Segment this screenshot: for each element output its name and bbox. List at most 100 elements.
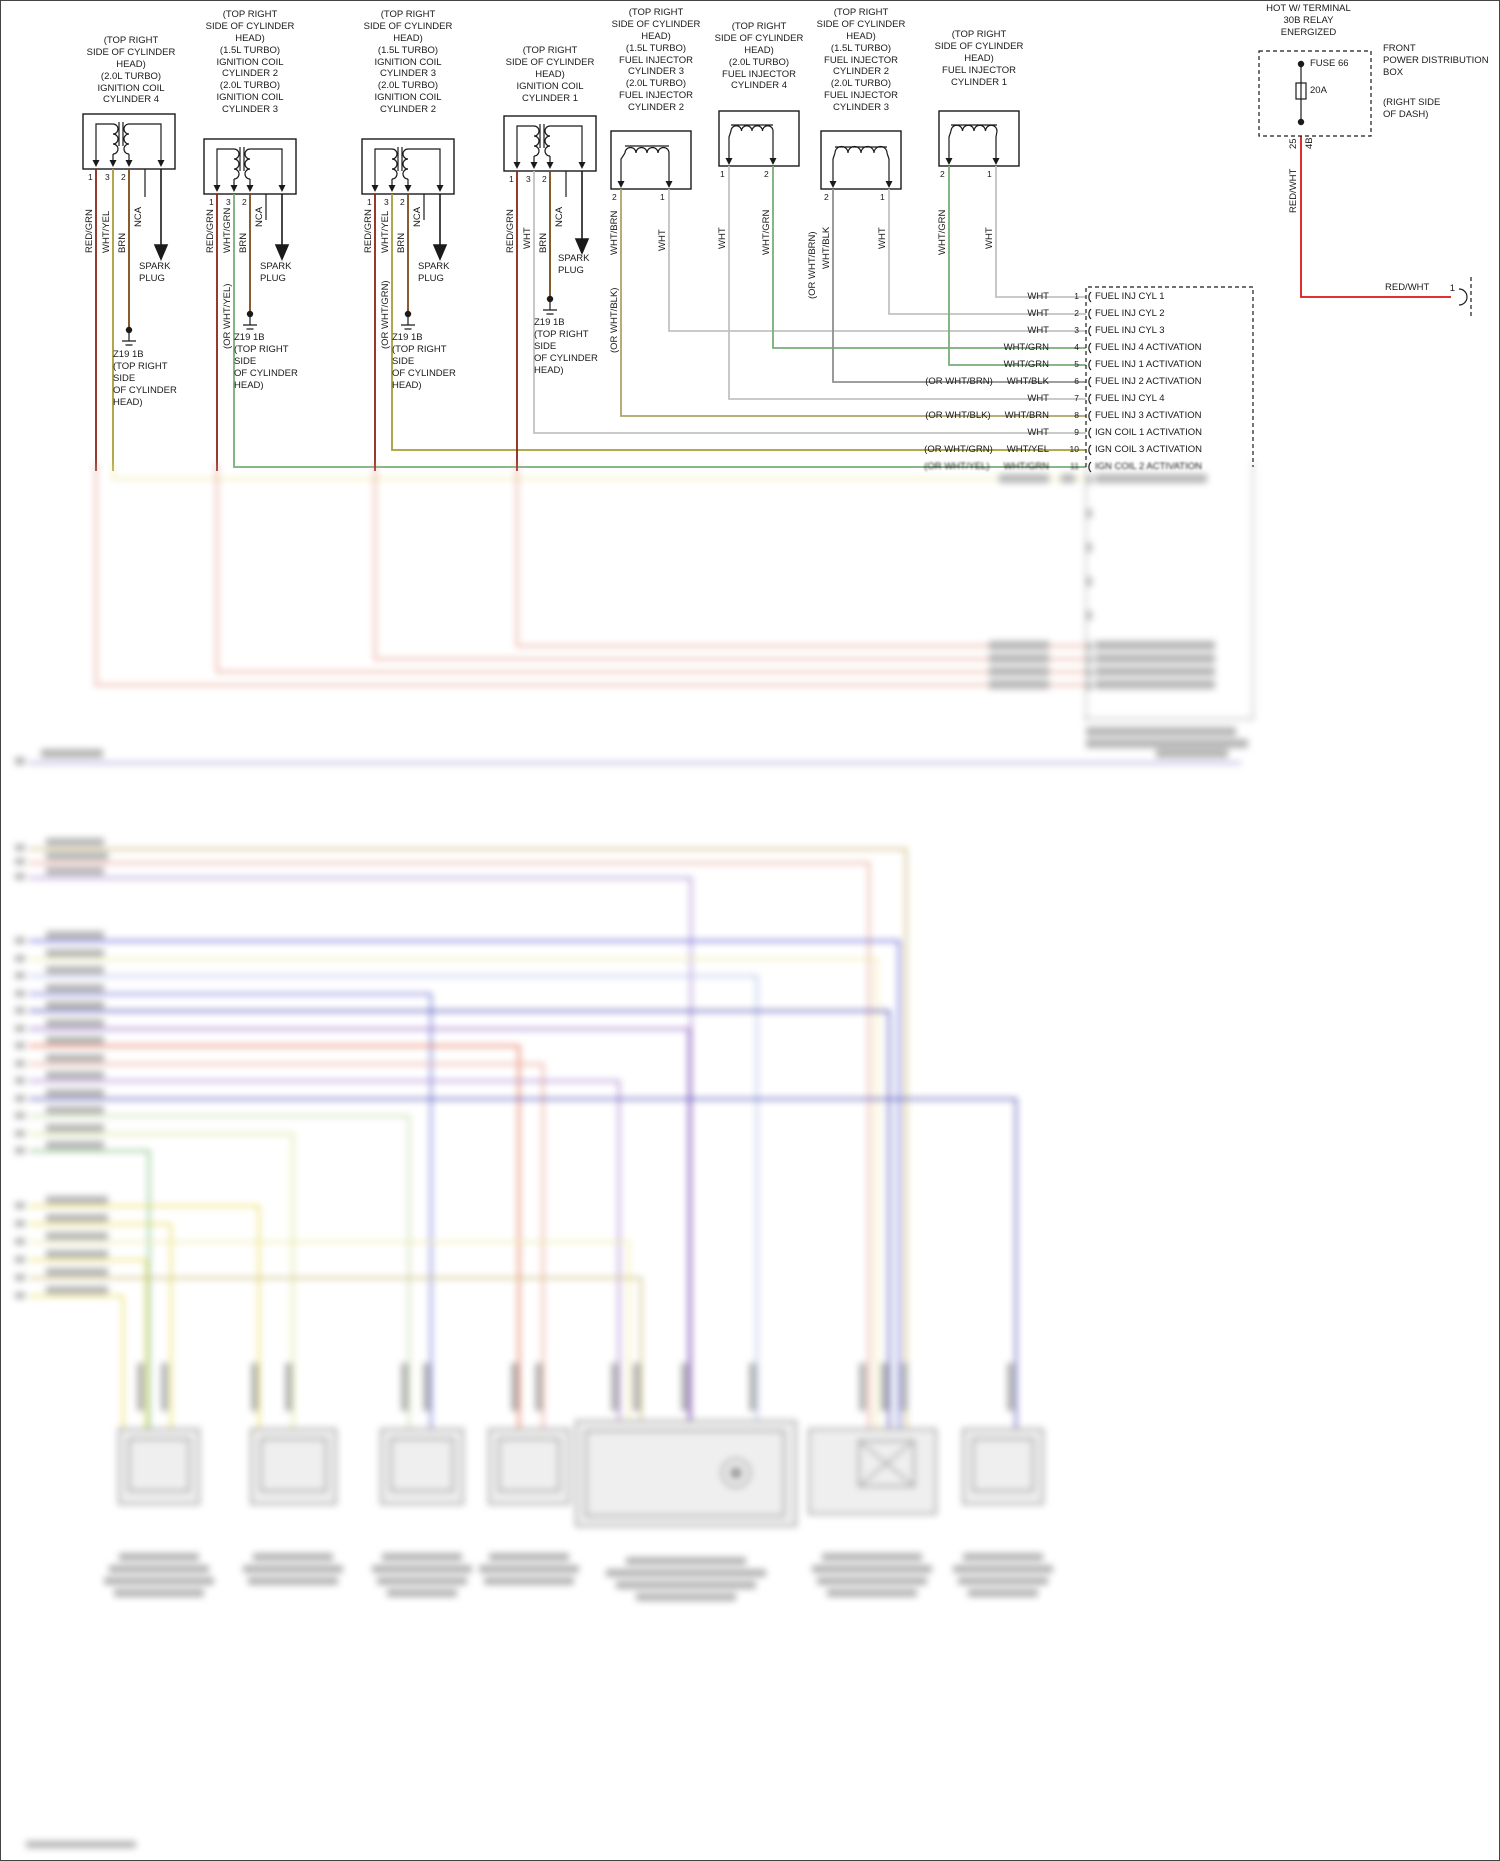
row-label: FUEL INJ 3 ACTIVATION: [1095, 410, 1202, 421]
wire-alt-label: (OR WHT/BRN): [807, 231, 818, 299]
wire-label: WHT: [657, 229, 668, 251]
wire-wht-brn-inj32: [620, 189, 1086, 417]
row-label: FUEL INJ 4 ACTIVATION: [1095, 342, 1202, 353]
wire-wht-inj1: [995, 166, 1086, 298]
wire-label: BRN: [396, 232, 407, 253]
component-header: (TOP RIGHT SIDE OF CYLINDER HEAD) (1.5L …: [611, 7, 701, 113]
row-pin: 11: [1070, 461, 1079, 471]
pin-label: 2: [940, 169, 945, 179]
wire-label: WHT: [522, 227, 533, 249]
pin-label: 1: [367, 197, 372, 207]
pin-label: 3: [226, 197, 231, 207]
wire-wht-inj32: [668, 189, 1086, 332]
row-wire-label: WHT: [1027, 325, 1049, 336]
component-header: (TOP RIGHT SIDE OF CYLINDER HEAD) (1.5L …: [205, 9, 295, 115]
row-wire-label: WHT: [1027, 427, 1049, 438]
wire-label: BRN: [238, 232, 249, 253]
wire-wht-grn-inj1: [948, 166, 1086, 366]
fuel-injector-4-symbol: [718, 110, 800, 167]
power-out-pin: 1: [1449, 283, 1455, 294]
pin-label: 1: [509, 174, 514, 184]
row-wire-label: (OR WHT/YEL) WHT/GRN: [924, 461, 1049, 472]
row-wire-label: (OR WHT/BLK) WHT/BRN: [925, 410, 1049, 421]
wire-label: NCA: [554, 206, 565, 227]
wire-label: WHT/GRN: [222, 207, 233, 253]
row-label: IGN COIL 3 ACTIVATION: [1095, 444, 1202, 455]
row-label: FUEL INJ CYL 1: [1095, 291, 1165, 302]
wire-wht-grn-coil23: [233, 194, 1086, 468]
wire-wht-grn-inj4: [772, 166, 1086, 349]
ground-label: Z19 1B (TOP RIGHT SIDE OF CYLINDER HEAD): [392, 332, 456, 391]
pin-label: 3: [105, 172, 110, 182]
component-header: (TOP RIGHT SIDE OF CYLINDER HEAD) (2.0L …: [86, 35, 176, 106]
wire-label: RED/GRN: [363, 209, 374, 253]
power-out-wire-label: RED/WHT: [1385, 282, 1430, 293]
pin-label: 2: [824, 192, 829, 202]
row-label: FUEL INJ CYL 2: [1095, 308, 1165, 319]
ground-symbols: [122, 295, 557, 346]
fuel-injector-2-3-symbol: [820, 130, 902, 190]
pin-label: 1: [987, 169, 992, 179]
spark-plug-label: SPARK PLUG: [260, 261, 292, 284]
wire-wht-blk-inj23: [832, 189, 1086, 383]
pin-label: 2: [612, 192, 617, 202]
wire-label: WHT/GRN: [937, 209, 948, 255]
ground-label: Z19 1B (TOP RIGHT SIDE OF CYLINDER HEAD): [534, 317, 598, 376]
spark-plug-label: SPARK PLUG: [139, 261, 171, 284]
power-wire-label: RED/WHT: [1288, 168, 1299, 213]
pin-label: 1: [209, 197, 214, 207]
spark-plug-label: SPARK PLUG: [558, 253, 590, 276]
row-wire-label: WHT/GRN: [1003, 342, 1049, 353]
pin-label: 2: [542, 174, 547, 184]
spark-plug-arrows: [153, 169, 590, 262]
row-wire-label: WHT: [1027, 308, 1049, 319]
fuse-rating: 20A: [1310, 85, 1327, 96]
row-pin: 10: [1069, 444, 1079, 454]
row-label: FUEL INJ 2 ACTIVATION: [1095, 376, 1202, 387]
wire-label: WHT/BRN: [609, 210, 620, 255]
ground-label: Z19 1B (TOP RIGHT SIDE OF CYLINDER HEAD): [234, 332, 298, 391]
wire-label: WHT: [717, 227, 728, 249]
wire-label: WHT/GRN: [761, 209, 772, 255]
row-pin: 2: [1074, 308, 1079, 318]
wire-label: NCA: [254, 206, 265, 227]
row-pin: 5: [1074, 359, 1079, 369]
row-pin: 4: [1074, 342, 1079, 352]
row-wire-label: WHT: [1027, 393, 1049, 404]
component-header: (TOP RIGHT SIDE OF CYLINDER HEAD) FUEL I…: [934, 29, 1024, 88]
wire-alt-label: (OR WHT/YEL): [222, 283, 233, 349]
wire-label: WHT/BLK: [821, 226, 832, 269]
pin-label: 2: [242, 197, 247, 207]
pin-label: 1: [660, 192, 665, 202]
row-pin: 6: [1074, 376, 1079, 386]
pin-label: 2: [121, 172, 126, 182]
wire-wht-inj4: [728, 166, 1086, 400]
pin-label: 1: [720, 169, 725, 179]
fuse-label: FUSE 66: [1310, 58, 1349, 69]
pin-label: 2: [400, 197, 405, 207]
fuse-conn-label: 4B: [1304, 137, 1315, 149]
wire-label: WHT/YEL: [380, 210, 391, 253]
wire-alt-label: (OR WHT/BLK): [609, 287, 620, 353]
row-label: IGN COIL 2 ACTIVATION: [1095, 461, 1202, 472]
wire-alt-label: (OR WHT/GRN): [380, 280, 391, 349]
wire-label: RED/GRN: [84, 209, 95, 253]
row-wire-label: (OR WHT/BRN) WHT/BLK: [925, 376, 1049, 387]
wire-label: NCA: [133, 206, 144, 227]
row-wire-label: WHT/GRN: [1003, 359, 1049, 370]
row-pin: 1: [1074, 291, 1079, 301]
component-header: (TOP RIGHT SIDE OF CYLINDER HEAD) IGNITI…: [505, 45, 595, 104]
wire-red-wht-power: [1300, 136, 1451, 298]
wire-label: BRN: [538, 232, 549, 253]
row-label: FUEL INJ CYL 3: [1095, 325, 1165, 336]
power-box-label: FRONT POWER DISTRIBUTION BOX: [1383, 43, 1489, 78]
component-header: (TOP RIGHT SIDE OF CYLINDER HEAD) (1.5L …: [363, 9, 453, 115]
wire-wht-yel-coil32: [391, 194, 1086, 451]
ignition-coil-3-2-symbol: [361, 138, 455, 195]
pin-label: 2: [764, 169, 769, 179]
wire-label: RED/GRN: [205, 209, 216, 253]
row-pin: 7: [1074, 393, 1079, 403]
